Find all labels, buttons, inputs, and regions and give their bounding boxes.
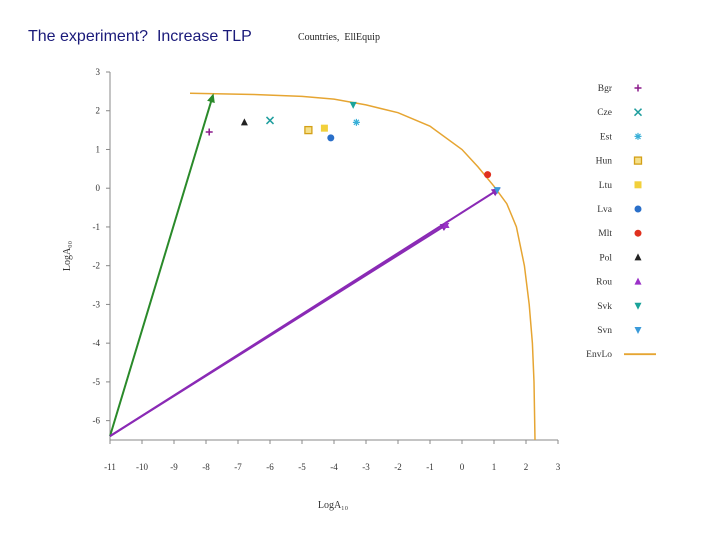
legend-marker-pol	[634, 253, 642, 261]
legend-marker-rou	[634, 277, 642, 285]
legend-label-ltu: Ltu	[599, 181, 612, 191]
data-points	[205, 101, 501, 229]
marker-shape	[633, 108, 643, 117]
legend-marker-hun	[633, 156, 643, 165]
data-point-bgr	[205, 128, 213, 136]
x-tick-label: -8	[202, 462, 210, 472]
marker-shape	[304, 125, 313, 135]
y-axis-label: LogA₀₀	[62, 240, 73, 271]
marker-shape	[634, 277, 642, 285]
data-point-lva	[327, 134, 335, 142]
x-tick-label: -4	[330, 462, 338, 472]
y-tick-label: 3	[96, 67, 101, 77]
legend-marker-svn	[634, 327, 642, 334]
axes: -11 -10 -9 -8 -7 -6 -5 -4 -3 -2 -1 0 1 2 33210-1-2-3-4…	[93, 67, 561, 472]
data-point-est	[352, 118, 360, 126]
y-tick-label: 0	[96, 183, 101, 193]
legend-label-pol: Pol	[599, 253, 612, 263]
y-tick-label: -2	[93, 261, 101, 271]
x-tick-label: 2	[524, 462, 529, 472]
legend-label-svk: Svk	[597, 302, 612, 312]
marker-shape	[320, 124, 328, 132]
marker-shape	[634, 205, 642, 213]
x-tick-label: -6	[266, 462, 274, 472]
x-tick-label: -11	[104, 462, 116, 472]
legend-label-lva: Lva	[597, 205, 613, 215]
y-tick-label: -1	[93, 222, 101, 232]
envelope-curve	[189, 92, 536, 441]
legend: Bgr Cze Est Hun Ltu Lva Mlt Pol Rou Svk Svn EnvLo	[586, 84, 656, 360]
marker-shape	[205, 128, 213, 136]
legend-marker-lva	[634, 205, 642, 213]
x-tick-label: -1	[426, 462, 434, 472]
marker-shape	[265, 116, 275, 125]
x-tick-label: -2	[394, 462, 402, 472]
marker-shape	[634, 84, 642, 92]
x-tick-label: 1	[492, 462, 497, 472]
chart-title: Countries, EllEquip	[298, 32, 380, 43]
legend-label-mlt: Mlt	[598, 229, 612, 239]
marker-shape	[484, 171, 492, 179]
marker-shape	[633, 156, 643, 165]
y-tick-label: -6	[93, 416, 101, 426]
legend-marker-ltu	[634, 181, 642, 189]
arrow-line	[109, 188, 501, 437]
legend-marker-svk	[634, 302, 642, 310]
legend-label-rou: Rou	[596, 278, 612, 288]
x-tick-label: -10	[136, 462, 148, 472]
marker-shape	[493, 187, 501, 195]
y-tick-label: 2	[96, 106, 101, 116]
legend-label-hun: Hun	[596, 157, 613, 167]
data-point-ltu	[320, 124, 328, 132]
legend-label-envlo: EnvLo	[586, 350, 612, 360]
marker-shape	[634, 229, 642, 237]
arrows	[109, 93, 501, 437]
x-tick-label: -3	[362, 462, 370, 472]
legend-marker-mlt	[634, 229, 642, 237]
slide-title: The experiment? Increase TLP	[28, 28, 252, 45]
data-point-svk	[349, 101, 357, 109]
y-tick-label: 1	[96, 144, 101, 154]
legend-marker-cze	[633, 108, 643, 117]
marker-shape	[349, 101, 357, 109]
marker-shape	[634, 181, 642, 189]
x-tick-label: 0	[460, 462, 465, 472]
legend-marker-bgr	[634, 84, 642, 92]
y-tick-label: -4	[93, 338, 101, 348]
data-point-svn	[493, 187, 501, 195]
envelope-line	[189, 92, 536, 441]
data-point-rou	[442, 221, 450, 229]
y-tick-label: -5	[93, 377, 101, 387]
marker-shape	[352, 118, 360, 126]
data-point-cze	[265, 116, 275, 125]
x-tick-label: 3	[556, 462, 561, 472]
marker-shape	[634, 302, 642, 310]
y-tick-label: -3	[93, 299, 101, 309]
legend-label-cze: Cze	[597, 108, 612, 118]
marker-shape	[634, 132, 642, 140]
x-tick-label: -9	[170, 462, 178, 472]
data-point-hun	[304, 125, 313, 135]
marker-shape	[240, 118, 248, 126]
data-point-pol	[240, 118, 248, 126]
marker-shape	[634, 327, 642, 334]
legend-label-est: Est	[600, 132, 613, 142]
x-axis-label: LogA₁₀	[318, 500, 349, 511]
arrow-line	[109, 93, 215, 437]
data-point-mlt	[484, 171, 492, 179]
marker-shape	[634, 253, 642, 261]
legend-label-bgr: Bgr	[598, 84, 613, 94]
marker-shape	[327, 134, 335, 142]
x-tick-label: -5	[298, 462, 306, 472]
legend-marker-est	[634, 132, 642, 140]
x-tick-label: -7	[234, 462, 242, 472]
legend-label-svn: Svn	[597, 326, 612, 336]
marker-shape	[442, 221, 450, 229]
